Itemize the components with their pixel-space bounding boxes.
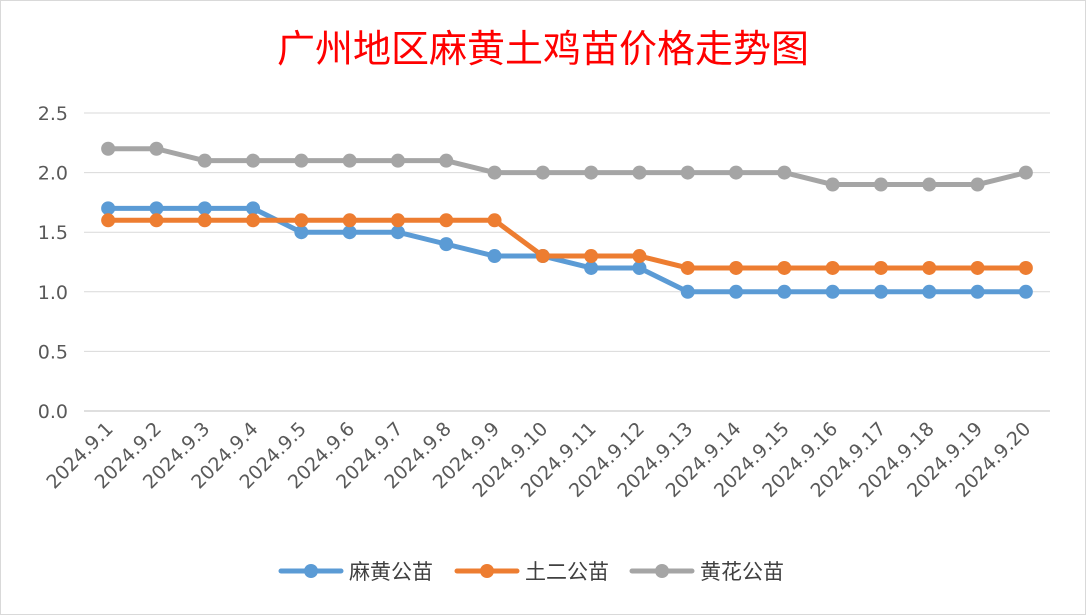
legend-label: 黄花公苗 — [700, 560, 784, 584]
data-point — [294, 213, 309, 228]
y-tick-label: 1.5 — [38, 222, 68, 244]
data-point — [922, 260, 937, 275]
series-line — [105, 146, 1029, 188]
y-tick-label: 2.0 — [38, 163, 68, 185]
data-point — [922, 284, 937, 299]
data-point — [439, 153, 454, 168]
data-point — [680, 284, 695, 299]
data-point — [535, 165, 550, 180]
y-tick-label: 1.0 — [38, 282, 68, 304]
data-point — [584, 260, 599, 275]
x-axis-ticks: 2024.9.12024.9.22024.9.32024.9.42024.9.5… — [42, 418, 1035, 502]
data-point — [342, 153, 357, 168]
data-point — [680, 165, 695, 180]
data-point — [1018, 165, 1033, 180]
legend-label: 土二公苗 — [525, 560, 609, 584]
data-point — [584, 165, 599, 180]
data-point — [729, 260, 744, 275]
data-point — [487, 165, 502, 180]
data-point — [246, 213, 261, 228]
data-point — [439, 237, 454, 252]
y-tick-label: 2.5 — [38, 103, 68, 125]
y-tick-label: 0.5 — [38, 341, 68, 363]
data-point — [197, 201, 212, 216]
legend-swatch-marker — [304, 564, 318, 578]
legend-label: 麻黄公苗 — [349, 560, 433, 584]
series-points — [101, 141, 1033, 299]
series-line — [105, 205, 1029, 295]
data-point — [390, 213, 405, 228]
data-point — [680, 260, 695, 275]
data-point — [632, 260, 647, 275]
data-point — [873, 260, 888, 275]
data-point — [246, 153, 261, 168]
data-point — [825, 284, 840, 299]
data-point — [825, 260, 840, 275]
series-lines — [105, 146, 1029, 295]
data-point — [873, 284, 888, 299]
data-point — [777, 165, 792, 180]
data-point — [487, 249, 502, 264]
data-point — [101, 213, 116, 228]
data-point — [873, 177, 888, 192]
data-point — [342, 225, 357, 240]
data-point — [390, 153, 405, 168]
data-point — [970, 177, 985, 192]
data-point — [1018, 284, 1033, 299]
data-point — [197, 213, 212, 228]
data-point — [632, 165, 647, 180]
y-axis-ticks: 0.0 0.5 1.0 1.5 2.0 2.5 — [38, 103, 68, 423]
y-tick-label: 0.0 — [38, 401, 68, 423]
data-point — [246, 201, 261, 216]
data-point — [487, 213, 502, 228]
series-line — [105, 217, 1029, 271]
data-point — [294, 153, 309, 168]
legend: 麻黄公苗 土二公苗 黄花公苗 — [278, 560, 784, 584]
data-point — [149, 141, 164, 156]
data-point — [101, 141, 116, 156]
data-point — [101, 201, 116, 216]
data-point — [825, 177, 840, 192]
chart-title: 广州地区麻黄土鸡苗价格走势图 — [277, 27, 809, 71]
data-point — [1018, 260, 1033, 275]
data-point — [777, 260, 792, 275]
data-point — [729, 165, 744, 180]
data-point — [970, 260, 985, 275]
data-point — [342, 213, 357, 228]
data-point — [729, 284, 744, 299]
data-point — [439, 213, 454, 228]
legend-swatch-marker — [655, 564, 669, 578]
data-point — [632, 249, 647, 264]
data-point — [294, 225, 309, 240]
data-point — [777, 284, 792, 299]
legend-swatch-marker — [480, 564, 494, 578]
data-point — [149, 213, 164, 228]
data-point — [584, 249, 599, 264]
data-point — [390, 225, 405, 240]
data-point — [197, 153, 212, 168]
data-point — [535, 249, 550, 264]
data-point — [149, 201, 164, 216]
data-point — [970, 284, 985, 299]
data-point — [922, 177, 937, 192]
